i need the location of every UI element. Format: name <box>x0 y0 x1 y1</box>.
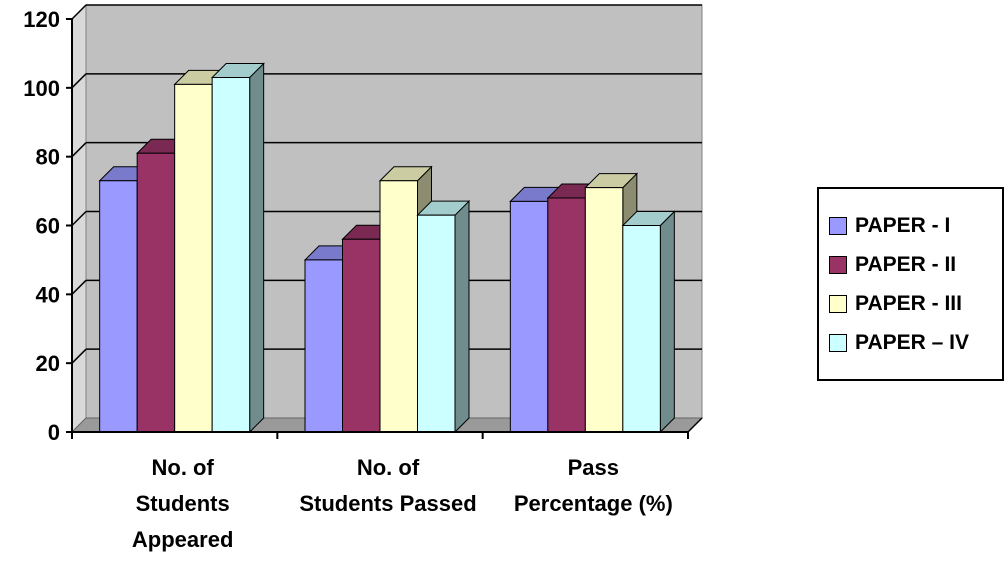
gridline <box>71 4 702 20</box>
y-tick-label: 20 <box>36 351 60 376</box>
bar <box>621 210 676 434</box>
legend-item: PAPER – IV <box>829 328 969 358</box>
legend-item: PAPER - III <box>829 289 962 319</box>
y-tick-label: 120 <box>23 7 60 32</box>
y-tick-label: 100 <box>23 76 60 101</box>
legend-swatch <box>829 295 847 313</box>
legend-item: PAPER - II <box>829 250 956 280</box>
x-category-label: Pass Percentage (%) <box>514 455 673 516</box>
bar <box>416 199 471 434</box>
axes: 0 20 40 60 80 100 120 No. of Students Appeared No.… <box>23 7 703 552</box>
y-tick-label: 0 <box>48 420 60 445</box>
legend-swatch <box>829 256 847 274</box>
legend-label: PAPER - III <box>855 292 962 315</box>
y-tick-label: 80 <box>36 145 60 170</box>
x-category-label: No. of Students Appeared <box>132 455 233 552</box>
legend-swatch <box>829 334 847 352</box>
bar <box>210 62 265 434</box>
legend-label: PAPER - II <box>855 253 957 276</box>
y-tick-label: 40 <box>36 282 60 307</box>
y-tick-label: 60 <box>36 214 60 239</box>
legend-label: PAPER – IV <box>855 331 969 354</box>
legend-label: PAPER - I <box>855 214 951 237</box>
bars <box>98 62 676 434</box>
legend-item: PAPER - I <box>829 211 950 241</box>
legend: PAPER - I PAPER - II PAPER - III PAPER – IV <box>817 187 1004 381</box>
legend-swatch <box>829 217 847 235</box>
x-category-label: No. of Students Passed <box>299 455 476 516</box>
